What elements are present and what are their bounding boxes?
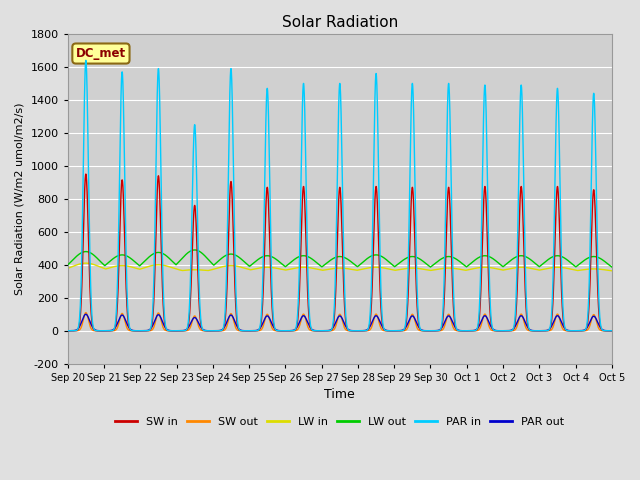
Title: Solar Radiation: Solar Radiation (282, 15, 398, 30)
Legend: SW in, SW out, LW in, LW out, PAR in, PAR out: SW in, SW out, LW in, LW out, PAR in, PA… (111, 412, 569, 431)
Text: DC_met: DC_met (76, 47, 126, 60)
Y-axis label: Solar Radiation (W/m2 umol/m2/s): Solar Radiation (W/m2 umol/m2/s) (15, 103, 25, 295)
X-axis label: Time: Time (324, 388, 355, 401)
